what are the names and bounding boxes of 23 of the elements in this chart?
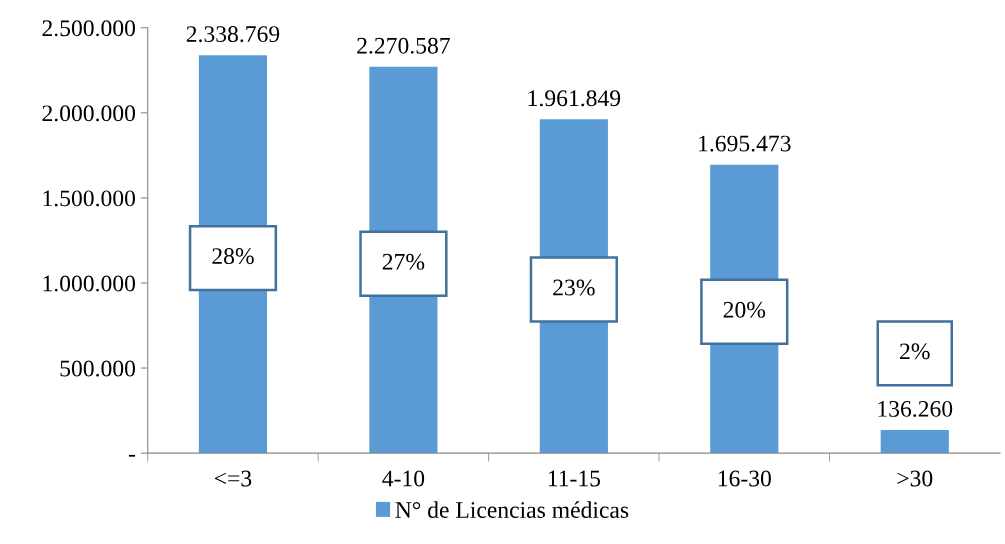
text: 1.961.849: [528, 90, 621, 107]
text: 136.260: [878, 400, 953, 417]
y-tick-label: 500.000: [60, 360, 136, 377]
annotation: 28%: [212, 248, 254, 265]
bar: [880, 429, 949, 454]
y-tick-label: 1.000.000: [43, 275, 136, 292]
legend-label: N° de Licencias médicas: [395, 501, 629, 518]
annotation: 27%: [382, 253, 425, 270]
y-tick-label: 1.500.000: [43, 190, 136, 207]
x-tick-label: >30: [897, 470, 933, 487]
y-tick-label: 2.500.000: [42, 20, 136, 37]
x-tick-label: 16-30: [718, 470, 771, 487]
annotation: 20%: [723, 301, 766, 318]
x-tick-label: 4-10: [382, 470, 425, 487]
text: 2.338.769: [186, 26, 280, 43]
text: 1.695.473: [699, 135, 791, 152]
annotation: 23%: [553, 279, 595, 296]
x-tick-label: 11-15: [548, 470, 601, 487]
y-tick-label: -: [128, 454, 136, 457]
x-tick-label: <=3: [214, 470, 252, 487]
text: 2.270.587: [357, 37, 450, 54]
annotation: 2%: [900, 343, 930, 360]
y-tick-label: 2.000.000: [42, 105, 136, 122]
